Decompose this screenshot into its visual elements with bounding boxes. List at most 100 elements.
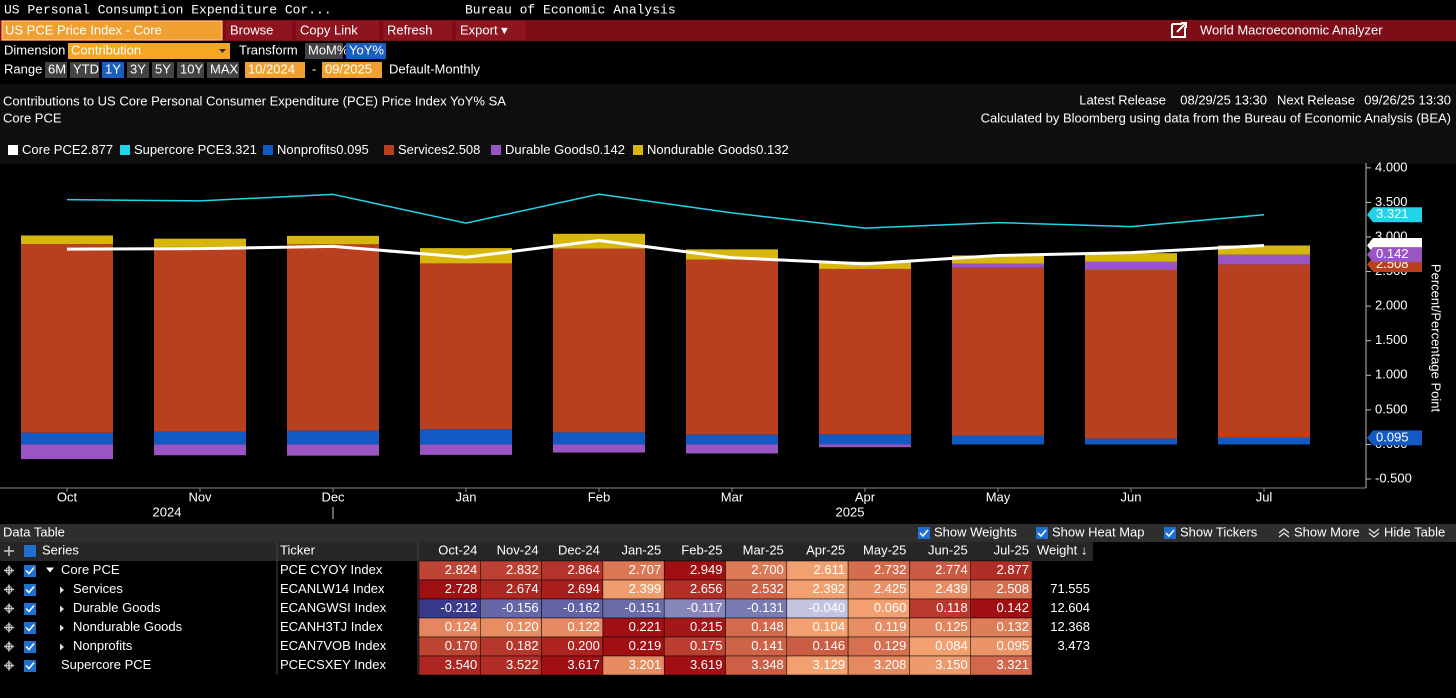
series-name[interactable]: Services	[73, 581, 123, 596]
weight-value: 12.604	[1050, 600, 1090, 615]
bar-segment	[154, 431, 246, 445]
bar-segment	[1085, 438, 1177, 445]
expand-arrow[interactable]	[60, 643, 64, 651]
row-icon-ring	[5, 605, 13, 612]
window-source: Bureau of Economic Analysis	[465, 2, 676, 17]
cell-value: 0.060	[874, 600, 907, 615]
value-tag	[1367, 247, 1422, 263]
table-bar	[0, 524, 1456, 542]
expand-arrow[interactable]	[60, 605, 64, 613]
range-label[interactable]: 6M	[48, 61, 66, 76]
legend-swatch	[633, 145, 643, 155]
range-label[interactable]: 3Y	[130, 61, 146, 76]
table-option[interactable]: Show Weights	[934, 524, 1017, 539]
checkbox[interactable]	[918, 527, 930, 539]
range-button[interactable]	[177, 62, 204, 78]
x-tick-label: Oct	[57, 489, 78, 504]
window-title: US Personal Consumption Expenditure Cor.…	[4, 2, 332, 17]
range-label[interactable]: YTD	[73, 61, 99, 76]
checkbox[interactable]	[1036, 527, 1048, 539]
toolbar-button-bg[interactable]	[456, 21, 526, 40]
x-tick-label: May	[986, 489, 1011, 504]
range-button[interactable]	[70, 62, 99, 78]
legend-value: 0.142	[592, 142, 625, 157]
series-name[interactable]: Nondurable Goods	[73, 619, 183, 634]
table-option[interactable]: Show More	[1294, 524, 1360, 539]
series-name[interactable]: Core PCE	[61, 562, 120, 577]
checkbox[interactable]	[1164, 527, 1176, 539]
dropdown[interactable]	[68, 43, 230, 59]
toolbar-button-bg[interactable]	[296, 21, 379, 40]
chevron-icon	[1278, 528, 1290, 538]
legend-swatch	[384, 145, 394, 155]
range-label[interactable]: MAX	[210, 61, 239, 76]
date-separator: -	[312, 61, 316, 76]
cell-value: 0.122	[567, 619, 600, 634]
bar-segment	[21, 444, 113, 460]
cell-value: 0.118	[936, 600, 968, 615]
cell-value: 2.949	[690, 562, 723, 577]
series-name[interactable]: Supercore PCE	[61, 657, 152, 672]
legend-swatch	[8, 145, 18, 155]
cell-value: 2.656	[690, 581, 723, 596]
range-button[interactable]	[102, 62, 124, 78]
cell-value: 3.617	[567, 657, 600, 672]
transform-label[interactable]: YoY%	[349, 42, 384, 57]
series-name[interactable]: Durable Goods	[73, 600, 161, 615]
range-button[interactable]	[152, 62, 174, 78]
series-name[interactable]: Nonprofits	[73, 638, 133, 653]
toolbar-button[interactable]: Refresh	[387, 22, 433, 37]
table-option[interactable]: Show Heat Map	[1052, 524, 1145, 539]
legend-name: Nonprofits	[277, 142, 337, 157]
transform-button[interactable]	[305, 43, 343, 59]
header-checkbox[interactable]	[24, 545, 36, 557]
range-label[interactable]: 5Y	[155, 61, 171, 76]
toolbar-button[interactable]: Export ▾	[460, 22, 508, 37]
checkmark	[919, 529, 929, 538]
toolbar-button[interactable]: Copy Link	[300, 22, 358, 37]
security-box[interactable]	[1, 20, 223, 41]
y-tick-label: -0.500	[1375, 470, 1412, 485]
start-date[interactable]: 10/2024	[248, 61, 295, 76]
range-button[interactable]	[45, 62, 67, 78]
cell-value: 2.694	[567, 581, 600, 596]
app-name[interactable]: World Macroeconomic Analyzer	[1200, 22, 1383, 37]
toolbar-button-bg[interactable]	[226, 21, 292, 40]
transform-button[interactable]	[346, 43, 386, 59]
bar-segment	[154, 444, 246, 456]
legend-name: Durable Goods	[505, 142, 593, 157]
end-date-box[interactable]	[322, 62, 382, 78]
security-name[interactable]: US PCE Price Index - Core	[5, 22, 162, 37]
range-label[interactable]: 1Y	[105, 61, 121, 76]
toolbar-button[interactable]: Browse	[230, 22, 273, 37]
expand-arrow[interactable]	[60, 624, 64, 632]
y-tick-label: 1.500	[1375, 332, 1408, 347]
transform-label[interactable]: MoM%	[308, 42, 349, 57]
start-date-box[interactable]	[245, 62, 305, 78]
expand-arrow[interactable]	[60, 586, 64, 594]
table-option[interactable]: Show Tickers	[1180, 524, 1258, 539]
cell-value: 3.129	[813, 657, 846, 672]
column-header: Jan-25	[621, 542, 661, 557]
cell-value: -0.212	[440, 600, 477, 615]
range-label[interactable]: 10Y	[180, 61, 203, 76]
bar-segment	[952, 435, 1044, 445]
value-tag-label: 0.095	[1376, 429, 1409, 444]
cell-value: 3.201	[629, 657, 662, 672]
cell-value: 0.182	[506, 638, 539, 653]
end-date[interactable]: 09/2025	[325, 61, 372, 76]
range-button[interactable]	[127, 62, 149, 78]
column-header: Ticker	[280, 542, 316, 557]
chart-header	[0, 84, 1456, 164]
dropdown-value[interactable]: Contribution	[71, 42, 141, 57]
cell-value: 0.129	[874, 638, 907, 653]
toolbar-button-bg[interactable]	[383, 21, 452, 40]
legend-name: Nondurable Goods	[647, 142, 757, 157]
expand-arrow[interactable]	[46, 567, 54, 573]
ticker: ECANGWSI Index	[280, 600, 387, 615]
column-header: Feb-25	[681, 542, 722, 557]
table-option[interactable]: Hide Table	[1384, 524, 1445, 539]
cell-value: 0.146	[813, 638, 846, 653]
range-button[interactable]	[207, 62, 239, 78]
column-header: Nov-24	[497, 542, 539, 557]
